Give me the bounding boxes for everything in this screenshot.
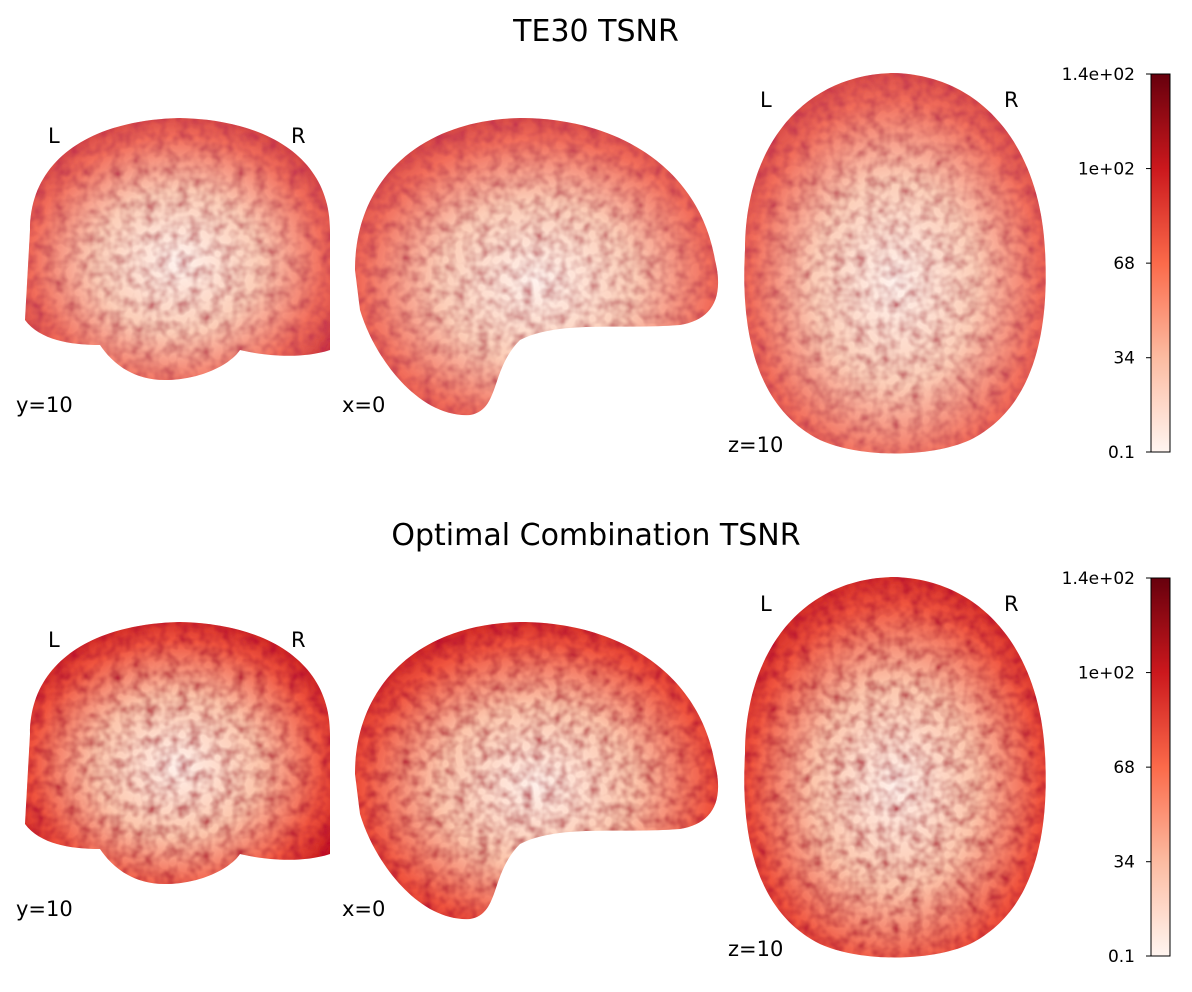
brain-slice — [355, 622, 719, 920]
brain-slice — [744, 73, 1046, 454]
brain-slice — [355, 118, 719, 416]
colorbar-tick-label: 34 — [1113, 349, 1135, 369]
colorbar-tick-label: 1.4e+02 — [1062, 569, 1135, 589]
orientation-right: R — [291, 628, 306, 652]
colorbar-tick-label: 34 — [1113, 853, 1135, 873]
orientation-right: R — [291, 124, 306, 148]
orientation-left: L — [48, 628, 60, 652]
brain-slice — [744, 577, 1046, 958]
colorbar — [1150, 73, 1171, 453]
orientation-right: R — [1004, 88, 1019, 112]
orientation-left: L — [760, 88, 772, 112]
panel-title: TE30 TSNR — [512, 14, 679, 49]
orientation-right: R — [1004, 592, 1019, 616]
slice-coordinate: z=10 — [728, 937, 783, 961]
orientation-left: L — [760, 592, 772, 616]
colorbar-tick-label: 1.4e+02 — [1062, 65, 1135, 85]
colorbar-tick-label: 68 — [1113, 758, 1135, 778]
colorbar-tick-label: 1e+02 — [1078, 160, 1135, 180]
slice-coordinate: x=0 — [342, 393, 385, 417]
colorbar — [1150, 577, 1171, 957]
colorbar-tick-label: 0.1 — [1108, 947, 1135, 967]
slice-coordinate: x=0 — [342, 897, 385, 921]
orientation-left: L — [48, 124, 60, 148]
panel-title: Optimal Combination TSNR — [391, 518, 800, 553]
colorbar-tick-label: 68 — [1113, 254, 1135, 274]
slice-coordinate: z=10 — [728, 433, 783, 457]
brain-slice — [25, 622, 330, 884]
panel: Optimal Combination TSNR y=10 L Rx=0 z=10 L R 0… — [16, 518, 1171, 967]
brain-slice — [25, 118, 330, 380]
colorbar-tick-label: 1e+02 — [1078, 664, 1135, 684]
panel: TE30 TSNR y=10 L Rx=0 z=10 L R 0.1 34 68 1e+02 1.4e… — [16, 14, 1171, 463]
slice-coordinate: y=10 — [16, 393, 73, 417]
colorbar-tick-label: 0.1 — [1108, 443, 1135, 463]
slice-coordinate: y=10 — [16, 897, 73, 921]
